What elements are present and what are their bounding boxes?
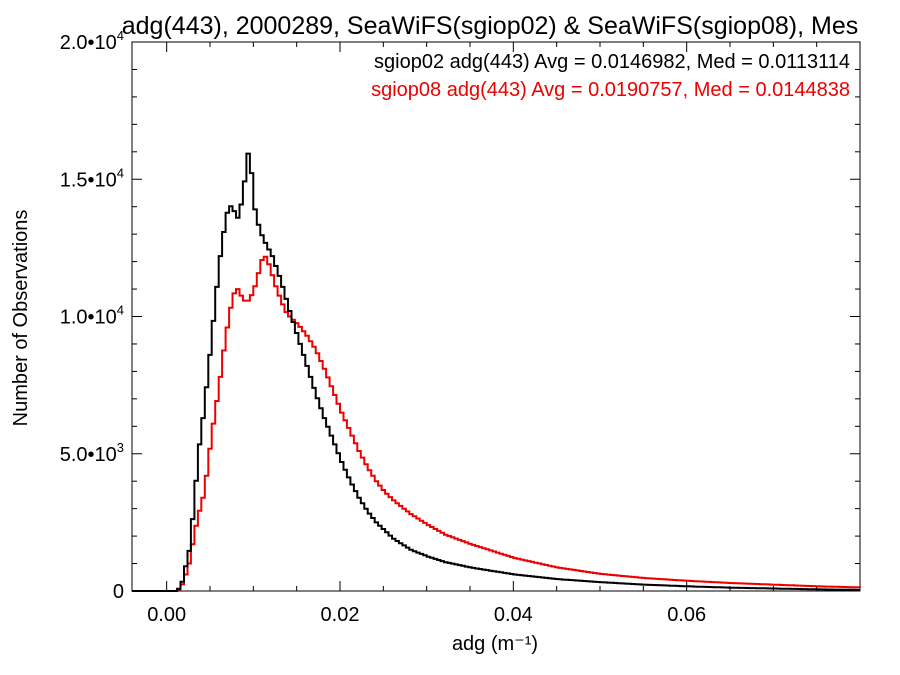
y-tick-label: 0: [113, 581, 124, 603]
x-tick-label: 0.04: [494, 604, 533, 626]
legend-entry-sgiop02: sgiop02 adg(443) Avg = 0.0146982, Med = …: [374, 51, 850, 73]
x-tick-label: 0.00: [147, 604, 186, 626]
x-tick-label: 0.02: [321, 604, 360, 626]
series-line-sgiop08: [132, 255, 861, 592]
x-axis: 0.00 0.02 0.04 0.06: [147, 42, 861, 626]
y-tick-label: 1.5•104: [60, 165, 124, 191]
y-tick-label: 2.0•104: [60, 28, 124, 54]
series-line-sgiop02: [132, 152, 860, 592]
legend-entry-sgiop08: sgiop08 adg(443) Avg = 0.0190757, Med = …: [371, 79, 850, 101]
y-tick-label: 5.0•103: [60, 440, 124, 466]
chart-title: adg(443), 2000289, SeaWiFS(sgiop02) & Se…: [122, 12, 858, 40]
y-axis-label: Number of Observations: [10, 210, 32, 427]
x-tick-label: 0.06: [667, 604, 706, 626]
y-tick-label: 1.0•104: [60, 303, 124, 329]
x-axis-label: adg (m⁻¹): [452, 633, 538, 655]
plot-frame: [131, 41, 861, 592]
series-layer: [132, 152, 861, 592]
y-axis: 0 5.0•103 1.0•104 1.5•104 2.0•104: [60, 28, 860, 603]
